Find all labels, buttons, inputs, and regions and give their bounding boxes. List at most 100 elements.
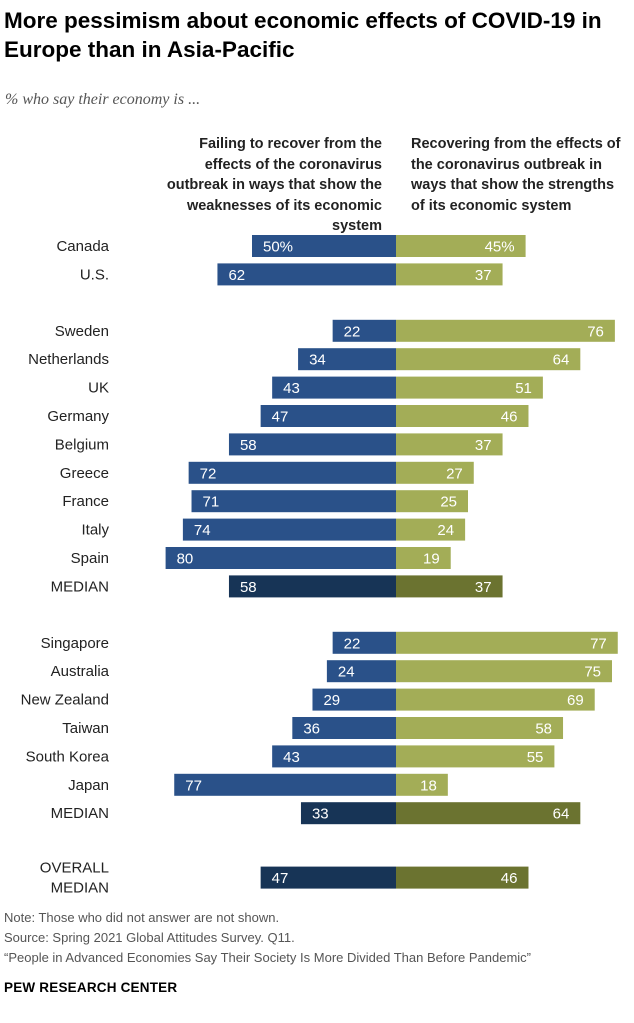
brand-logo-text: PEW RESEARCH CENTER [4,980,178,995]
row-label: New Zealand [21,692,109,709]
bar-failing [292,717,396,739]
bar-failing [332,319,396,342]
bar-failing [272,376,396,399]
bar-failing [191,490,396,513]
row-label: Spain [71,550,109,567]
data-label-recovering: 25 [440,494,457,511]
bar-failing [174,773,396,796]
data-label-recovering: 19 [423,551,440,568]
data-label-failing: 29 [323,692,340,709]
bar-failing [298,348,396,371]
footer-report: “People in Advanced Economies Say Their … [4,950,532,965]
bar-recovering [396,660,612,683]
bar-recovering [396,717,564,739]
footer-note: Note: Those who did not answer are not s… [4,910,280,925]
bar-recovering [396,518,466,541]
row-label: Greece [60,465,109,482]
row-label: Taiwan [62,720,109,737]
bar-failing [182,518,396,541]
bar-recovering [396,433,503,456]
bar-recovering [396,405,529,427]
footer: Note: Those who did not answer are not s… [4,908,632,968]
data-label-failing: 62 [228,267,245,284]
bar-recovering [396,376,543,399]
data-label-recovering: 77 [590,635,607,652]
data-label-recovering: 69 [567,692,584,709]
data-label-recovering: 46 [501,870,518,887]
data-label-failing: 80 [177,551,194,568]
bar-failing [228,433,396,456]
median-bar-recovering [396,575,503,598]
data-label-recovering: 75 [584,664,601,681]
bar-failing [312,688,396,711]
bar-failing [326,660,396,683]
row-label: Australia [51,663,110,680]
row-label: U.S. [80,266,109,283]
bar-recovering [396,745,555,768]
row-label: UK [88,380,109,397]
bar-failing [217,263,396,286]
data-label-failing: 36 [303,721,320,738]
bar-recovering [396,263,503,286]
bar-recovering [396,348,581,371]
bar-recovering [396,461,474,484]
data-label-failing: 47 [272,409,289,426]
row-label: Sweden [55,323,109,340]
data-label-failing: 43 [283,749,300,766]
data-label-failing: 74 [194,522,211,539]
bar-recovering [396,235,526,257]
row-label: Italy [81,522,109,539]
row-label: France [62,493,109,510]
right-series-header: Recovering from the effects of the coron… [411,136,621,214]
row-label: MEDIAN [51,578,109,595]
data-label-recovering: 37 [475,579,492,596]
footer-source: Source: Spring 2021 Global Attitudes Sur… [4,930,295,945]
bar-failing [252,235,396,257]
data-label-failing: 77 [185,777,202,794]
data-label-recovering: 64 [553,806,570,823]
data-label-recovering: 76 [587,323,604,340]
data-label-recovering: 45% [485,239,515,256]
data-label-recovering: 51 [515,380,532,397]
data-label-recovering: 37 [475,267,492,284]
bar-recovering [396,319,615,342]
row-label: Belgium [55,436,109,453]
chart-subtitle: % who say their economy is ... [5,91,201,108]
median-bar-failing [228,575,396,598]
data-label-recovering: 64 [553,352,570,369]
bar-recovering [396,631,618,654]
row-label: Netherlands [28,351,109,368]
data-label-failing: 58 [240,437,257,454]
bar-recovering [396,490,468,513]
row-label: MEDIAN [51,805,109,822]
bar-recovering [396,773,448,796]
row-label: Japan [68,777,109,794]
median-bar-failing [260,866,396,889]
data-label-recovering: 37 [475,437,492,454]
median-bar-recovering [396,802,581,825]
data-label-recovering: 46 [501,409,518,426]
bar-failing [272,745,396,768]
bar-failing [188,461,396,484]
data-label-failing: 72 [200,465,217,482]
row-label: OVERALL MEDIAN [40,860,109,897]
data-label-recovering: 18 [420,777,437,794]
data-label-failing: 71 [203,494,220,511]
data-label-failing: 33 [312,806,329,823]
chart-title: More pessimism about economic effects of… [4,8,602,62]
median-bar-recovering [396,866,529,889]
data-label-recovering: 27 [446,465,463,482]
median-bar-failing [300,802,396,825]
bar-recovering [396,688,595,711]
data-label-failing: 22 [344,635,361,652]
diverging-bar-chart: Canada 50% 45% U.S. 62 37 Sweden 22 76 Netherland… [21,235,618,897]
data-label-failing: 22 [344,323,361,340]
data-label-failing: 47 [272,870,289,887]
left-series-header: Failing to recover from the effects of t… [166,136,382,234]
data-label-recovering: 24 [437,522,454,539]
bar-recovering [396,547,451,569]
row-label: South Korea [26,748,110,765]
row-label: Singapore [41,635,109,652]
data-label-failing: 34 [309,352,326,369]
bar-failing [165,547,396,569]
